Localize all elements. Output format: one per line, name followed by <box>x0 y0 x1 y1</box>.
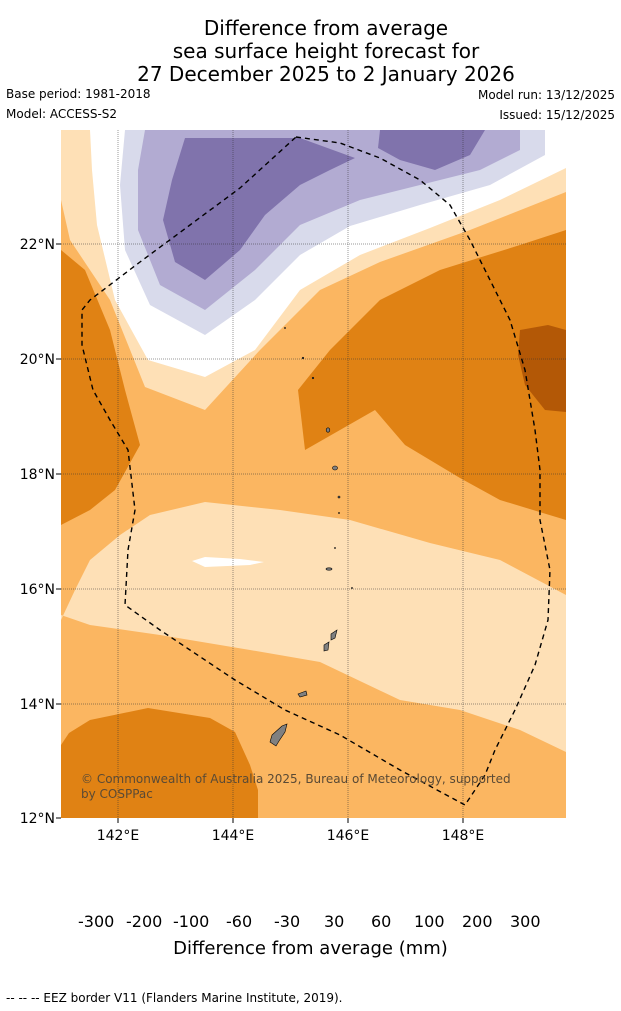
lat-label-16: 16°N <box>20 582 55 598</box>
island-saipan <box>330 629 338 641</box>
title-line-3: 27 December 2025 to 2 January 2026 <box>137 62 515 86</box>
colorbar-title: Difference from average (mm) <box>173 938 448 959</box>
lat-label-18: 18°N <box>20 467 55 483</box>
contour-fields <box>61 130 566 818</box>
colorbar-label-neg30: -30 <box>274 912 301 931</box>
lon-label-144: 144°E <box>212 828 255 844</box>
islands <box>269 327 353 747</box>
colorbar-label-neg60: -60 <box>226 912 253 931</box>
model-run: Model run: 13/12/2025 <box>477 88 615 102</box>
lat-label-12: 12°N <box>20 811 55 827</box>
sea-level-map: 142°E 144°E 146°E 148°E 22°N 20°N 18°N 1… <box>20 130 566 844</box>
island-small-3 <box>325 427 331 433</box>
title-line-1: Difference from average <box>203 16 449 40</box>
island-small-7 <box>284 327 286 329</box>
island-rota <box>297 690 308 698</box>
contour-30-60-south <box>61 502 566 752</box>
contour-near-zero-blob <box>192 557 264 567</box>
lon-tick-labels: 142°E 144°E 146°E 148°E <box>97 828 485 844</box>
colorbar-label-60: 60 <box>371 912 392 931</box>
island-small-6 <box>301 356 305 360</box>
contour-neg100-neg200-west <box>163 138 355 280</box>
model-name: Model: ACCESS-S2 <box>6 107 118 121</box>
island-small-2 <box>332 465 338 471</box>
lat-label-14: 14°N <box>20 697 55 713</box>
island-guam <box>269 723 288 747</box>
island-small-10 <box>351 587 353 589</box>
lon-label-142: 142°E <box>97 828 140 844</box>
eez-border <box>81 136 551 806</box>
contour-100-200-west <box>61 250 140 525</box>
colorbar-label-neg300: -300 <box>78 912 115 931</box>
colorbar-label-neg200: -200 <box>126 912 163 931</box>
contour-100-200-east <box>298 230 566 520</box>
contour-100-200-south <box>61 708 258 818</box>
colorbar-label-30: 30 <box>324 912 345 931</box>
issued-date: Issued: 15/12/2025 <box>499 108 615 122</box>
eez-legend-note: -- -- -- EEZ border V11 (Flanders Marine… <box>6 991 343 1005</box>
island-small-1 <box>325 567 333 571</box>
island-small-8 <box>338 512 340 514</box>
copyright-notice: © Commonwealth of Australia 2025, Bureau… <box>81 772 511 801</box>
colorbar-label-200: 200 <box>462 912 493 931</box>
colorbar-label-300: 300 <box>510 912 541 931</box>
colorbar-label-100: 100 <box>414 912 445 931</box>
lon-label-146: 146°E <box>327 828 370 844</box>
map-gridlines <box>61 130 566 818</box>
base-period: Base period: 1981-2018 <box>6 87 151 101</box>
title-line-2: sea surface height forecast for <box>172 39 480 63</box>
island-tinian <box>323 641 330 652</box>
lat-tick-labels: 22°N 20°N 18°N 16°N 14°N 12°N <box>20 237 55 827</box>
colorbar-label-neg100: -100 <box>173 912 210 931</box>
contour-200-300-east <box>518 325 566 412</box>
island-small-4 <box>337 495 341 499</box>
island-small-5 <box>311 376 315 380</box>
contour-neg100-neg200-east <box>378 130 485 170</box>
map-ticks <box>56 243 464 823</box>
lon-label-148: 148°E <box>442 828 485 844</box>
lat-label-22: 22°N <box>20 237 55 253</box>
lat-label-20: 20°N <box>20 352 55 368</box>
island-small-9 <box>334 547 336 549</box>
